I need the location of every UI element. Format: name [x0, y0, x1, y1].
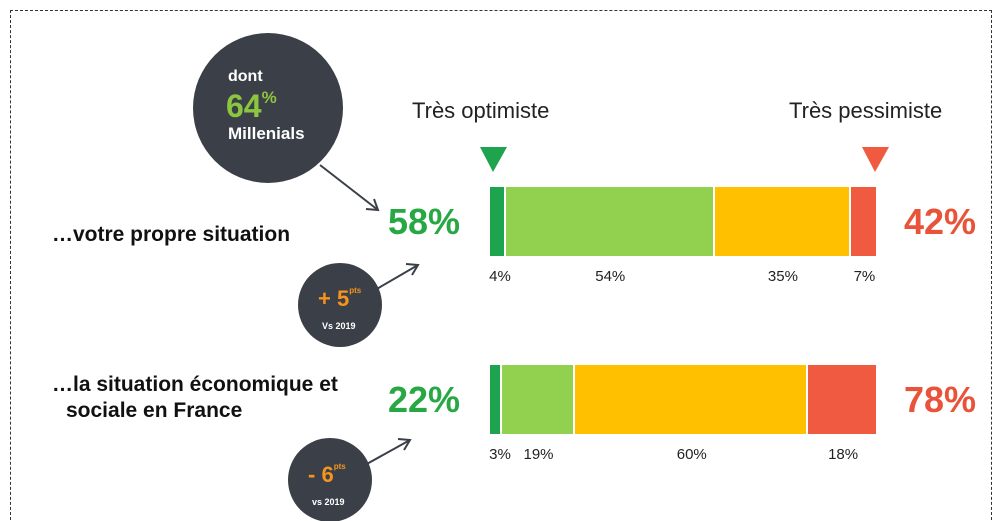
bubble-prefix: dont [228, 68, 263, 85]
change-group: - 6pts [308, 462, 346, 488]
bar-segment [501, 365, 574, 434]
bar-segment [808, 365, 876, 434]
category-label: …votre propre situation [52, 223, 291, 246]
change-group: + 5pts [318, 286, 361, 312]
millenials-circle [193, 33, 343, 183]
segment-label: 18% [828, 446, 859, 463]
segment-label: 60% [676, 446, 707, 463]
optimistic-total: 22% [388, 379, 461, 420]
optimistic-total: 58% [388, 201, 461, 242]
segment-label: 35% [767, 268, 798, 285]
bar-segment [490, 187, 504, 256]
end-label: Très pessimiste [789, 98, 943, 123]
bar-segment [575, 365, 807, 434]
segment-label: 7% [853, 268, 876, 285]
bubble-group: 64% [226, 88, 277, 125]
optimist-marker [480, 147, 507, 172]
change-label: Vs 2019 [322, 321, 356, 331]
segment-label: 3% [489, 446, 511, 463]
bar-segment [490, 365, 500, 434]
segment-label: 4% [489, 268, 511, 285]
change-unit: pts [333, 462, 346, 471]
arrow-head [365, 198, 380, 212]
pessimistic-total: 42% [904, 201, 977, 242]
pessimist-marker [862, 147, 889, 172]
change-unit: pts [349, 286, 362, 295]
change-circle [288, 438, 372, 521]
bar-segment [850, 187, 876, 256]
segment-label: 54% [595, 268, 626, 285]
change-value: - 6 [308, 462, 334, 487]
bar-segment [715, 187, 849, 256]
arrow-head [397, 438, 412, 451]
arrow [319, 164, 379, 211]
change-value: + 5 [318, 286, 350, 311]
segment-label: 19% [523, 446, 554, 463]
bar-segment [505, 187, 714, 256]
pessimistic-total: 78% [904, 379, 977, 420]
arrow [364, 439, 411, 466]
change-label: vs 2019 [312, 497, 345, 507]
end-label: Très optimiste [412, 98, 550, 123]
bubble-unit: % [261, 88, 277, 107]
change-circle [298, 263, 382, 347]
arrow [374, 264, 419, 291]
arrow-head [405, 263, 420, 276]
bubble-label: Millenials [228, 124, 305, 143]
category-label: …la situation économique et sociale en F… [52, 373, 338, 422]
bubble-value: 64 [226, 88, 262, 124]
dashed-frame [10, 10, 992, 521]
